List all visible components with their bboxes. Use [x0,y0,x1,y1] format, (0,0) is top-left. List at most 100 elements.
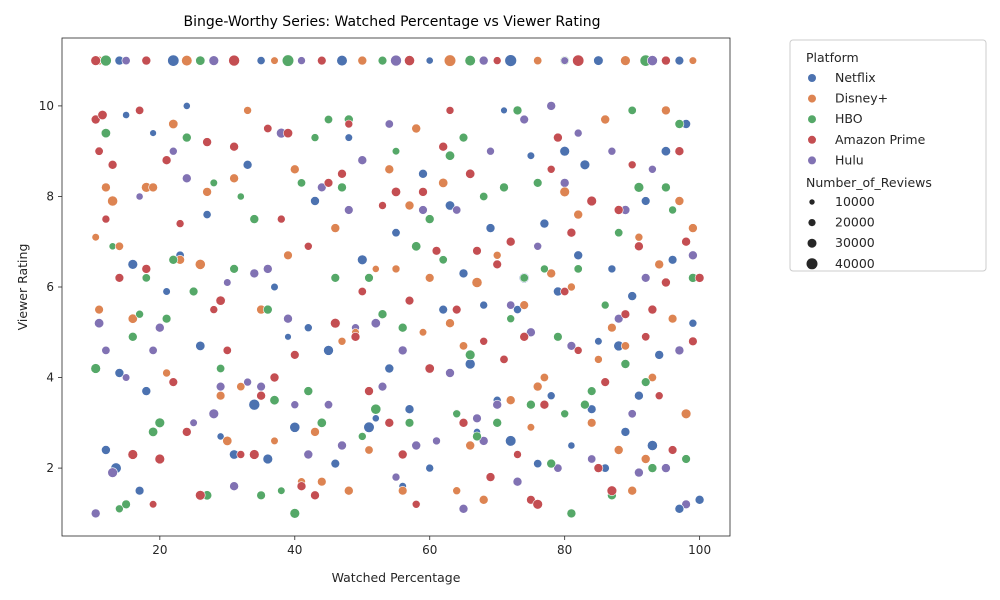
data-point [647,55,658,66]
y-axis-label: Viewer Rating [15,244,30,331]
data-point [674,345,685,356]
data-point [579,159,591,171]
data-point [215,381,226,392]
data-point [640,273,651,283]
data-point [519,114,529,125]
data-point [566,341,577,351]
data-point [404,200,415,211]
data-point [464,358,476,370]
data-point [94,304,104,315]
data-point [107,467,118,478]
data-point [479,192,489,202]
data-point [573,346,583,355]
data-point [504,54,517,67]
data-point [195,340,206,351]
y-tick-label: 6 [46,280,54,294]
data-point [411,440,422,451]
data-point [337,440,347,451]
data-point [620,341,630,351]
data-point [195,55,206,66]
data-point [607,146,617,156]
data-point [418,187,428,197]
data-point [694,273,705,283]
data-point [404,404,415,415]
data-point [478,55,489,66]
legend-hue-items: Netflix Disney+ HBO Amazon Prime Hulu [808,70,926,167]
legend-label: Amazon Prime [835,132,926,147]
data-point [243,377,252,387]
data-point [169,146,178,156]
data-point [681,454,691,464]
data-point [492,259,502,270]
legend-marker [808,74,816,82]
data-point [256,381,266,392]
data-point [634,467,644,478]
data-point [337,169,347,179]
x-tick-label: 80 [557,543,572,557]
data-point [532,499,543,510]
data-point [404,418,415,428]
data-point [141,273,151,283]
data-point [513,305,522,314]
data-point [384,417,395,428]
data-point [506,300,516,310]
data-point [384,164,395,175]
data-point [478,436,489,446]
y-tick-label: 8 [46,189,54,203]
data-point [499,354,509,364]
data-point [248,398,261,411]
data-point [688,250,698,261]
data-point [208,55,220,66]
data-point [249,268,260,279]
legend-frame [789,39,987,272]
data-point [606,485,618,496]
data-point [182,427,192,437]
data-point [526,327,536,338]
data-point [512,105,523,116]
data-point [471,277,483,288]
data-point [627,105,637,115]
data-point [526,423,536,432]
data-point [330,223,341,233]
data-point [458,417,469,428]
data-point [90,55,101,66]
data-point [688,56,698,65]
data-point [134,486,145,496]
data-point [425,273,435,283]
data-point [572,54,585,67]
data-point [162,287,171,296]
data-point [121,373,131,382]
data-point [633,182,645,193]
data-point [242,160,253,170]
data-point [424,214,435,224]
data-point [613,205,624,215]
data-point [303,386,314,396]
data-point [492,399,503,410]
data-point [91,233,100,242]
data-point [317,55,327,66]
data-point [276,214,286,224]
data-point [195,490,206,501]
data-point [593,463,604,473]
data-point [181,54,193,67]
data-point [492,251,502,260]
data-point [350,331,361,342]
y-tick-label: 2 [46,461,54,475]
data-point [148,345,158,355]
data-point [90,363,101,374]
data-point [620,359,631,369]
data-point [674,503,685,514]
data-point [586,386,597,396]
legend-size-marker [808,219,816,227]
data-point [668,205,677,215]
data-point [587,454,597,464]
data-point [297,56,306,65]
data-point [90,114,101,125]
data-point [114,273,125,283]
legend-label: Hulu [835,152,864,167]
data-point [661,105,671,116]
data-point [411,241,422,252]
data-point [101,445,111,455]
legend-size-items: 10000 20000 30000 40000 [806,194,875,271]
data-point [472,413,482,423]
